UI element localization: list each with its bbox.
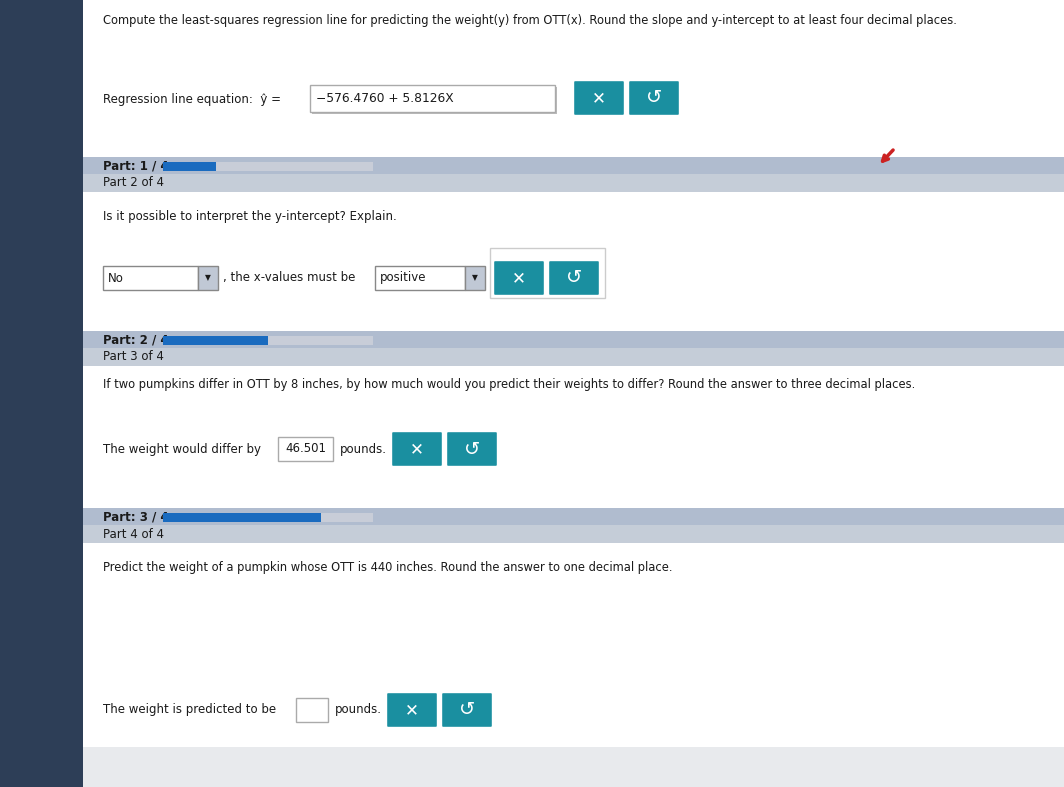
Bar [163,336,373,345]
Text: ↺: ↺ [566,268,582,287]
Text: ✕: ✕ [405,701,419,719]
Bar [83,0,1064,157]
FancyBboxPatch shape [573,80,625,116]
Bar [83,192,1064,332]
Bar [83,543,1064,787]
Bar [163,513,320,522]
Text: Part 4 of 4: Part 4 of 4 [103,527,164,541]
Text: Is it possible to interpret the y-intercept? Explain.: Is it possible to interpret the y-interc… [103,210,397,223]
Text: ▼: ▼ [205,274,211,283]
Bar [278,437,333,461]
FancyBboxPatch shape [447,431,498,467]
FancyBboxPatch shape [549,260,599,295]
Text: positive: positive [380,272,427,284]
Text: ✕: ✕ [592,89,605,107]
Bar [0,0,83,787]
Text: The weight is predicted to be: The weight is predicted to be [103,704,277,716]
Bar [465,266,485,290]
Text: ▼: ▼ [472,274,478,283]
Bar [296,698,328,722]
Bar [198,266,218,290]
Bar [83,508,1064,526]
FancyBboxPatch shape [392,431,443,467]
Text: Predict the weight of a pumpkin whose OTT is 440 inches. Round the answer to one: Predict the weight of a pumpkin whose OT… [103,561,672,574]
Bar [83,543,1064,747]
Bar [83,366,1064,509]
FancyBboxPatch shape [629,80,680,116]
Text: Part: 1 / 4: Part: 1 / 4 [103,160,168,172]
Text: ✕: ✕ [512,269,526,287]
Bar [163,336,268,345]
Bar [312,87,556,114]
Text: Part 3 of 4: Part 3 of 4 [103,350,164,364]
Bar [163,513,373,522]
Text: −576.4760 + 5.8126X: −576.4760 + 5.8126X [316,92,453,105]
Bar [163,162,373,171]
Bar [83,525,1064,543]
FancyBboxPatch shape [494,260,545,295]
Bar [449,434,497,466]
Text: pounds.: pounds. [335,704,382,716]
Bar [375,266,465,290]
FancyBboxPatch shape [442,693,493,727]
Text: ↺: ↺ [459,700,476,719]
Text: pounds.: pounds. [340,442,387,456]
Bar [491,248,605,298]
Text: , the x-values must be: , the x-values must be [223,272,355,284]
Bar [163,162,216,171]
Text: 46.501: 46.501 [285,442,326,456]
Bar [576,83,624,115]
Bar [310,85,555,112]
Text: Part: 2 / 4: Part: 2 / 4 [103,334,168,346]
Bar [103,266,198,290]
Bar [551,263,599,295]
Bar [389,695,437,727]
Bar [631,83,679,115]
Bar [394,434,442,466]
Bar [496,263,544,295]
Bar [444,695,492,727]
Text: Regression line equation:  ŷ =: Regression line equation: ŷ = [103,94,281,106]
Bar [83,157,1064,175]
Text: ✕: ✕ [410,440,423,458]
Text: Part 2 of 4: Part 2 of 4 [103,176,164,190]
Bar [83,348,1064,366]
Bar [83,331,1064,349]
Text: ↺: ↺ [646,88,662,108]
FancyBboxPatch shape [386,693,437,727]
Text: ↺: ↺ [464,439,480,459]
Text: The weight would differ by: The weight would differ by [103,442,261,456]
Text: Compute the least-squares regression line for predicting the weight(y) from OTT(: Compute the least-squares regression lin… [103,14,957,27]
Text: Part: 3 / 4: Part: 3 / 4 [103,511,168,523]
Text: If two pumpkins differ in OTT by 8 inches, by how much would you predict their w: If two pumpkins differ in OTT by 8 inche… [103,378,915,391]
Text: No: No [109,272,123,284]
Bar [83,174,1064,192]
